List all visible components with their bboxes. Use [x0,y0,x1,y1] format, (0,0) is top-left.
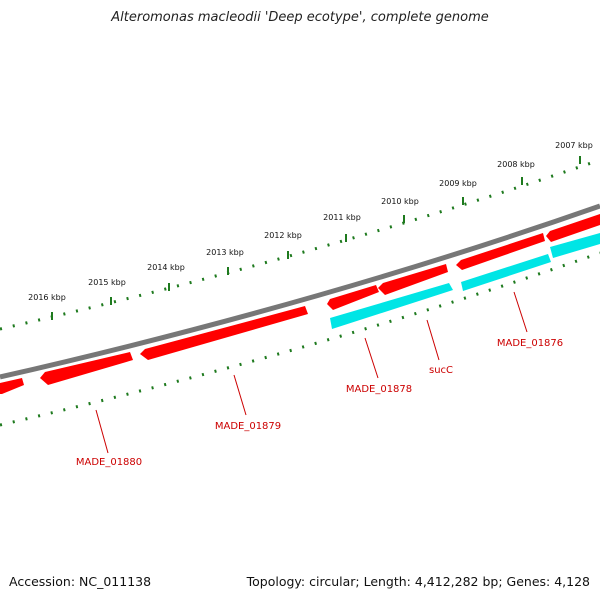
reverse-strand [330,233,600,329]
gene-label[interactable]: MADE_01876 [497,338,563,349]
ruler-label: 2009 kbp [439,179,477,188]
label-leaders [95,291,528,454]
gene-arrow[interactable] [0,378,24,394]
gene-labels: MADE_01880 MADE_01879 MADE_01878 sucC MADE_0… [76,338,563,468]
gene-label[interactable]: MADE_01879 [215,421,281,432]
ruler-label: 2008 kbp [497,160,535,169]
ruler-label: 2016 kbp [28,293,66,302]
major-ticks [51,156,581,320]
gene-arrow[interactable] [546,214,600,242]
forward-strand [0,214,600,394]
gene-label[interactable]: sucC [429,365,453,376]
gene-arrow[interactable] [40,352,133,385]
accession-label: Accession: NC_011138 [9,574,152,589]
ruler-label: 2014 kbp [147,263,185,272]
ruler-label: 2012 kbp [264,231,302,240]
topology-label: Topology: circular; Length: 4,412,282 bp… [246,574,590,589]
gene-arrow[interactable] [378,264,448,295]
map-title: Alteromonas macleodii 'Deep ecotype', co… [111,10,489,25]
inner-ruler-ticks [0,251,600,427]
ruler-label: 2011 kbp [323,213,361,222]
outer-ruler-ticks [0,158,600,331]
gene-label[interactable]: MADE_01880 [76,457,142,468]
gene-label[interactable]: MADE_01878 [346,384,412,395]
ruler-label: 2007 kbp [555,141,593,150]
ruler-label: 2013 kbp [206,248,244,257]
ruler-label: 2010 kbp [381,197,419,206]
gene-arrow[interactable] [461,254,551,291]
ruler-labels: 2016 kbp 2015 kbp 2014 kbp 2013 kbp 2012 kbp… [28,141,593,302]
ruler-label: 2015 kbp [88,278,126,287]
genome-backbone [0,203,600,380]
gene-arrow[interactable] [456,233,545,270]
gene-arrow[interactable] [327,285,379,310]
gene-arrow[interactable] [330,283,453,329]
gene-arrow[interactable] [140,306,308,360]
gene-arrow[interactable] [550,233,600,258]
